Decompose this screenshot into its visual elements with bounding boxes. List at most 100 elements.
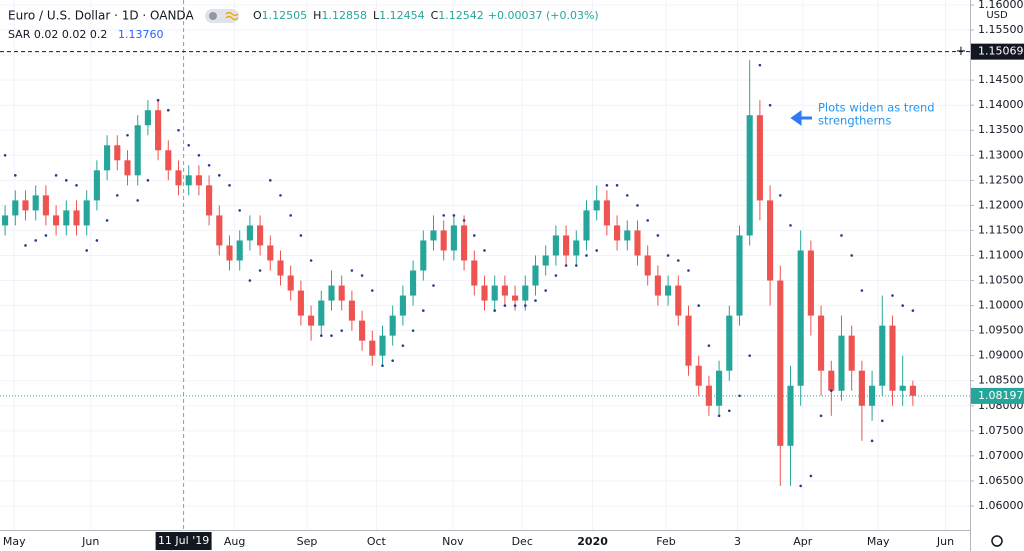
x-tick-label: Apr (793, 535, 813, 548)
sar-dot (299, 234, 303, 237)
candle-body (909, 385, 916, 396)
y-tick-label: 1.12500 (978, 173, 1024, 186)
sar-dot (605, 184, 609, 187)
sar-dot (105, 219, 109, 222)
price-tag (971, 43, 1024, 60)
candle-body (297, 290, 304, 316)
candle-body (399, 295, 406, 316)
candle-body (348, 300, 355, 321)
sar-dot (401, 344, 405, 347)
candle-body (838, 335, 845, 391)
candle-body (675, 285, 682, 316)
sar-dot (95, 239, 99, 242)
sar-dot (778, 194, 782, 197)
ohlc-label: O (253, 9, 262, 22)
chart-title: Euro / U.S. Dollar · 1D · OANDA (8, 9, 194, 23)
x-tick-label: May (3, 535, 26, 548)
sar-dot (758, 63, 762, 67)
sar-dot (595, 249, 598, 252)
y-tick-label: 1.08500 (978, 374, 1024, 387)
candle-body (879, 325, 886, 386)
legend: Euro / U.S. Dollar · 1D · OANDA O1.12505… (8, 9, 599, 42)
axes: 1.060001.065001.070001.075001.080001.085… (3, 0, 1024, 550)
sar-dot (472, 234, 476, 237)
candle-body (410, 270, 417, 296)
candle-body (114, 145, 121, 161)
settings-button[interactable] (991, 535, 1003, 547)
sar-dot (850, 254, 853, 257)
candle-body (287, 275, 294, 291)
price-tag-label: 1.08197 (978, 389, 1024, 402)
sar-dot (891, 294, 894, 297)
ohlc-value: 1.12454 (379, 9, 425, 22)
currency-label: USD (986, 10, 1008, 21)
candle-body (573, 240, 580, 256)
candle-body (389, 315, 396, 336)
sar-dot (319, 334, 323, 337)
candle-body (359, 320, 366, 341)
candle-body (869, 385, 876, 406)
sar-dot (360, 274, 364, 277)
x-tick-label: Jun (936, 535, 954, 548)
candle-body (2, 215, 9, 226)
candle-body (379, 335, 386, 356)
candle-body (155, 110, 162, 151)
y-tick-label: 1.10500 (978, 274, 1024, 287)
candle-body (450, 225, 457, 251)
candle-body (63, 210, 70, 226)
candle-body (461, 225, 468, 261)
sar-dot (503, 304, 507, 307)
sar-dot (799, 484, 802, 488)
candle-body (53, 215, 60, 226)
candle-body (134, 125, 141, 176)
sar-dot (421, 309, 425, 312)
ohlc-label: C (431, 9, 439, 22)
grid (0, 0, 970, 530)
sar-dot (187, 143, 190, 147)
sar-dot (381, 364, 384, 367)
sar-dot (493, 309, 496, 312)
candle-body (73, 210, 80, 226)
sar-dot (238, 209, 241, 212)
y-tick-label: 1.11500 (978, 223, 1024, 236)
sar-dot (544, 289, 547, 292)
y-tick-label: 1.14000 (978, 98, 1024, 111)
candle-body (634, 230, 641, 256)
candle-body (22, 200, 29, 211)
y-tick-label: 1.13500 (978, 123, 1024, 136)
ohlc-value: 1.12542 (438, 9, 484, 22)
candle-body (848, 335, 855, 371)
sar-dot (44, 234, 48, 237)
y-tick-label: 1.07500 (978, 424, 1024, 437)
sar-dot (636, 204, 639, 207)
sar-dot (860, 289, 864, 292)
x-tick-label: Nov (442, 535, 464, 548)
ohlc-label: L (373, 9, 380, 22)
candle-body (828, 370, 835, 391)
candle-body (318, 300, 325, 326)
sar-dot (483, 249, 486, 252)
sar-dot (585, 254, 588, 257)
sar-dot (289, 214, 292, 217)
sar-dot (911, 309, 915, 312)
y-tick-label: 1.15500 (978, 23, 1024, 36)
candle-body (695, 365, 702, 386)
candle-body (481, 285, 488, 301)
x-tick-label: 2020 (577, 535, 608, 548)
candle-body (614, 225, 621, 241)
candle-body (195, 175, 202, 186)
ohlc-label: H (313, 9, 321, 22)
sar-dot (564, 264, 568, 267)
candle-body (185, 175, 192, 186)
x-tick-label: 3 (734, 535, 741, 548)
candle-body (257, 225, 264, 246)
sar-dot (840, 234, 843, 237)
y-tick-label: 1.13000 (978, 148, 1024, 161)
candle-body (542, 255, 549, 266)
sar-dot (452, 214, 456, 217)
y-tick-label: 1.09000 (978, 349, 1024, 362)
sar-dot (248, 279, 252, 282)
candle-body (512, 295, 519, 301)
